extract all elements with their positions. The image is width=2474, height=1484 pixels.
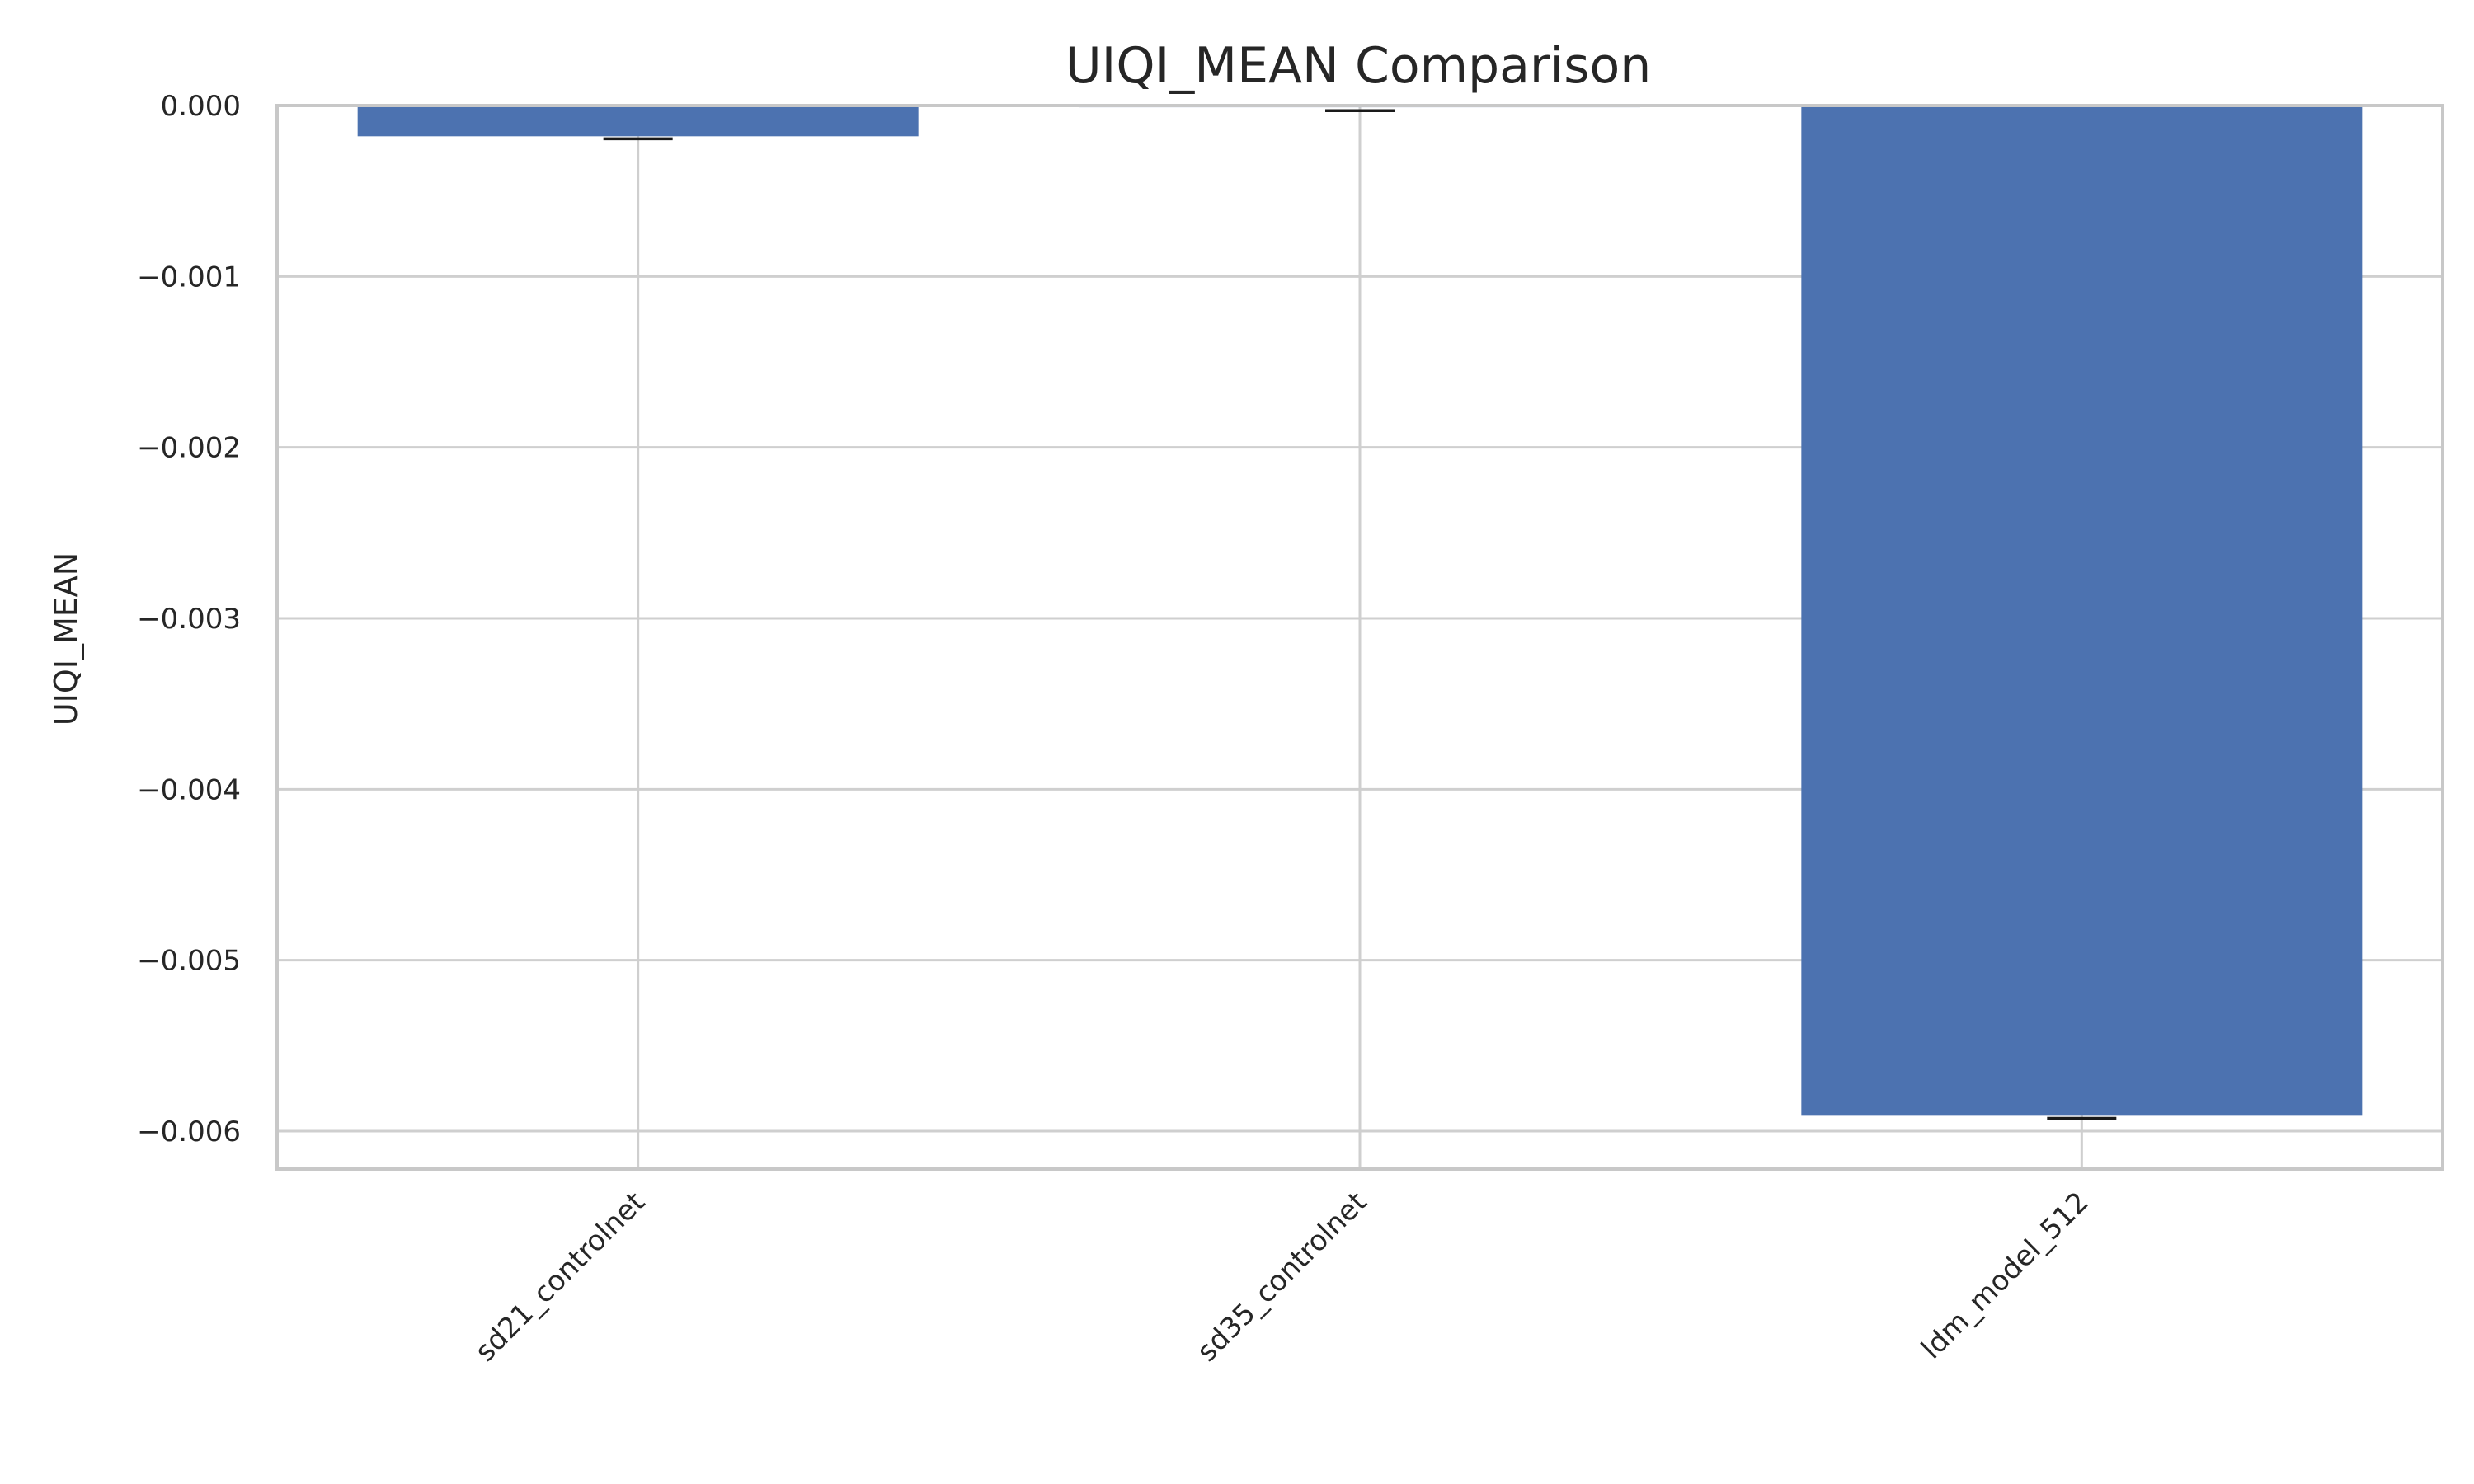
y-axis-ticks: 0.000 −0.001 −0.002 −0.003 −0.004 −0.005 −0.00…	[137, 90, 241, 1148]
chart-title: UIQI_MEAN Comparison	[1065, 37, 1651, 95]
bar-ldm_model_512	[1801, 106, 2363, 1116]
y-tick-label: 0.000	[161, 90, 241, 123]
y-tick-label: −0.003	[137, 603, 241, 636]
y-tick-label: −0.005	[137, 945, 241, 978]
y-tick-label: −0.001	[137, 261, 241, 294]
y-tick-label: −0.006	[137, 1115, 241, 1148]
plot-frame	[275, 104, 2444, 1171]
y-tick-label: −0.004	[137, 773, 241, 806]
y-axis-title: UIQI_MEAN	[48, 552, 84, 726]
x-axis-ticks: sd21_controlnet sd35_controlnet ldm_model_…	[469, 1186, 2095, 1368]
x-tick-label: sd35_controlnet	[1191, 1186, 1373, 1368]
error-bars	[603, 109, 2117, 1120]
bars	[357, 106, 2363, 1116]
bar-sd21_controlnet	[357, 106, 919, 137]
x-tick-label: sd21_controlnet	[469, 1186, 651, 1368]
x-tick-label: ldm_model_512	[1915, 1186, 2095, 1365]
y-tick-label: −0.002	[137, 432, 241, 465]
